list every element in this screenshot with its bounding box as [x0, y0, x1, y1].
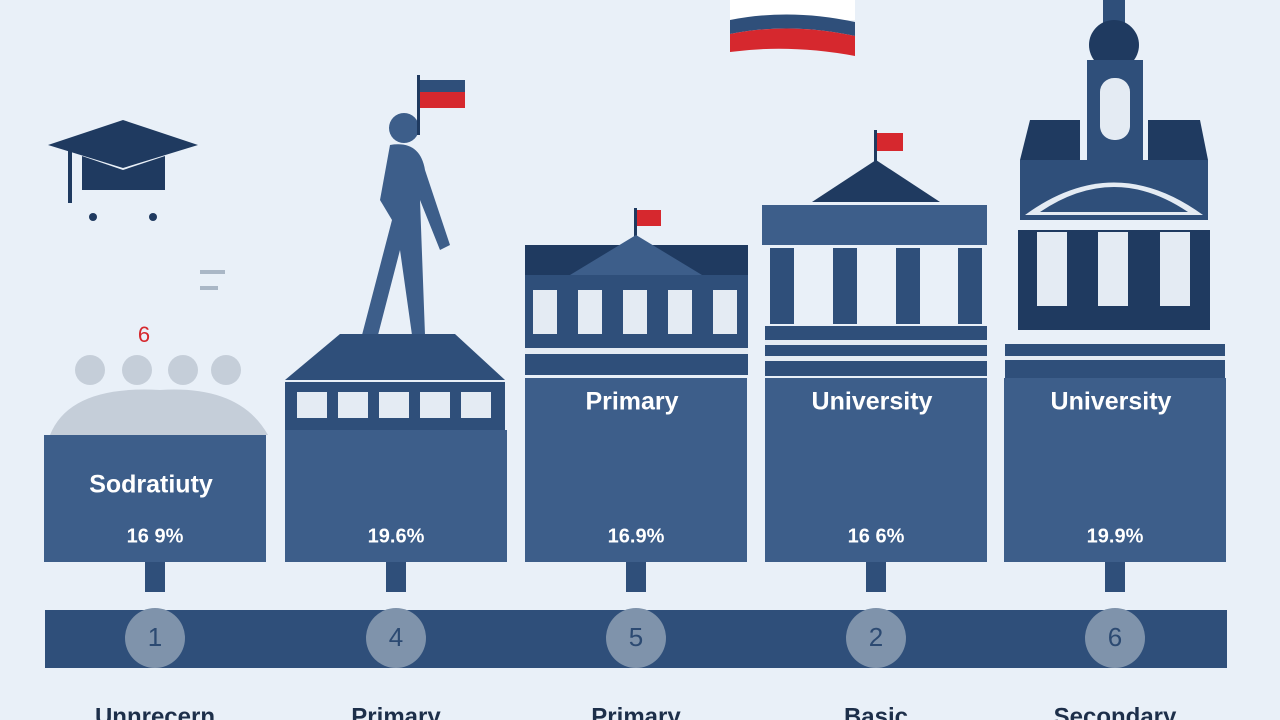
audience: [50, 355, 268, 435]
marker: 6: [138, 322, 150, 347]
school-building: [525, 208, 748, 375]
column-percent: 19.9%: [1087, 525, 1144, 547]
column-label: University: [812, 388, 933, 416]
caption: Secondary: [1054, 703, 1177, 720]
column-percent: 19.6%: [368, 525, 425, 547]
column-percent: 16.9%: [608, 525, 665, 547]
caption: Primary: [351, 703, 441, 720]
badge-circle: [1085, 608, 1145, 668]
column-box: [1004, 378, 1226, 562]
connector: [386, 562, 406, 592]
badge-number: 6: [1108, 622, 1122, 652]
column-label: University: [1051, 388, 1172, 416]
graduation-cap: [48, 120, 225, 290]
badge-circle: [125, 608, 185, 668]
caption: Primary: [591, 703, 681, 720]
caption: Unnrecern: [95, 703, 215, 720]
tower-building: [1005, 0, 1225, 378]
connector: [145, 562, 165, 592]
badge-number: 2: [869, 622, 883, 652]
column-box: [44, 435, 266, 562]
column-box: [285, 430, 507, 562]
column-box: [765, 378, 987, 562]
flag: [730, 0, 855, 56]
column-label: Primary: [585, 388, 678, 416]
column-box: [525, 378, 747, 562]
badge-circle: [366, 608, 426, 668]
column-percent: 16 9%: [127, 525, 184, 547]
temple-building: [762, 130, 987, 376]
connector: [1105, 562, 1125, 592]
badge-circle: [606, 608, 666, 668]
badge-number: 4: [389, 622, 403, 652]
badge-number: 5: [629, 622, 643, 652]
connector: [866, 562, 886, 592]
column-percent: 16 6%: [848, 525, 905, 547]
statue-building: [285, 75, 505, 430]
connector: [626, 562, 646, 592]
caption: Basic: [844, 703, 908, 720]
badge-number: 1: [148, 622, 162, 652]
column-label: Sodratiuty: [89, 471, 213, 499]
badge-circle: [846, 608, 906, 668]
